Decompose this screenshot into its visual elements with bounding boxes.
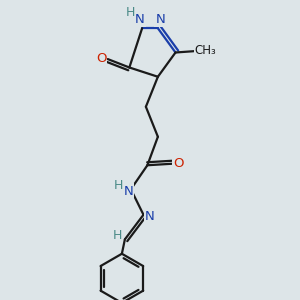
Text: N: N	[145, 210, 155, 223]
Text: CH₃: CH₃	[195, 44, 216, 58]
Text: H: H	[114, 179, 124, 192]
Text: H: H	[113, 229, 122, 242]
Text: N: N	[135, 13, 145, 26]
Text: N: N	[155, 13, 165, 26]
Text: O: O	[96, 52, 106, 65]
Text: N: N	[124, 184, 134, 198]
Text: H: H	[125, 6, 135, 19]
Text: O: O	[173, 157, 184, 170]
